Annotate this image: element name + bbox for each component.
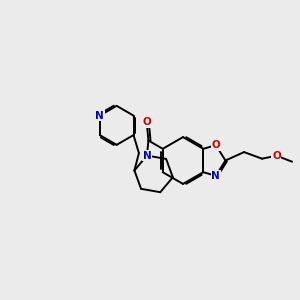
Text: O: O (212, 140, 220, 150)
Text: N: N (142, 151, 151, 160)
Text: O: O (142, 117, 151, 127)
Text: N: N (95, 111, 104, 121)
Text: O: O (272, 151, 281, 161)
Text: N: N (212, 171, 220, 181)
